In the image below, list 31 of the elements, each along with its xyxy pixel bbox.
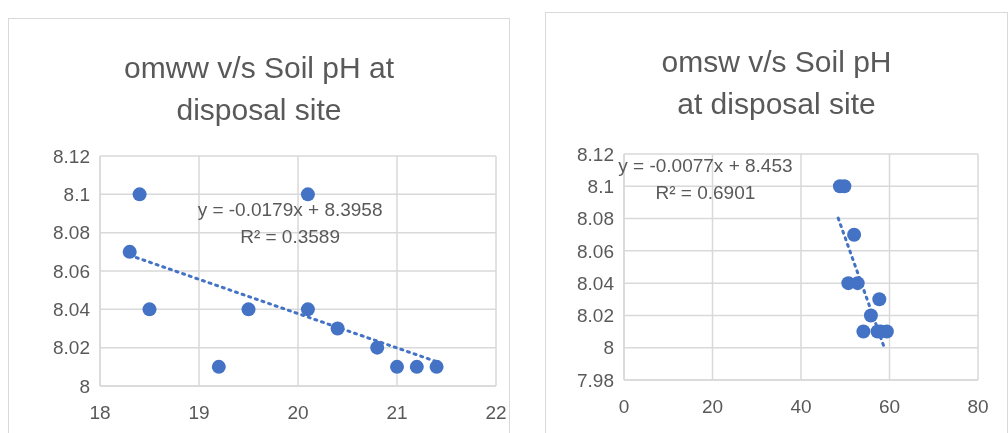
annotation: R² = 0.3589 [240, 225, 340, 247]
y-tick-label: 7.98 [577, 369, 614, 391]
y-tick-label: 8.08 [577, 208, 614, 230]
x-tick-label: 18 [89, 402, 111, 423]
y-tick-label: 8 [603, 337, 614, 359]
y-tick-label: 8.04 [53, 298, 91, 320]
y-tick-label: 8.06 [53, 260, 90, 282]
annotation: y = -0.0179x + 8.3958 [197, 198, 383, 220]
y-tick-label: 8.12 [577, 143, 614, 165]
chart-title: omww v/s Soil pH at disposal site [123, 51, 395, 126]
x-tick-label: 20 [701, 396, 724, 417]
x-tick-label: 60 [878, 396, 901, 417]
y-tick-label: 8.04 [577, 272, 615, 294]
x-tick-label: 22 [485, 402, 507, 423]
y-tick-label: 8.1 [587, 175, 614, 197]
y-tick-label: 8.08 [53, 222, 90, 244]
y-tick-label: 8.02 [53, 337, 90, 359]
x-tick-label: 20 [287, 402, 309, 423]
y-tick-label: 8.1 [63, 183, 90, 205]
chart-title: omsw v/s Soil pH at disposal site [661, 45, 892, 120]
x-tick-label: 21 [386, 402, 408, 423]
annotation: y = -0.0077x + 8.453 [618, 155, 793, 177]
x-tick-label: 19 [188, 402, 210, 423]
y-tick-label: 8 [79, 375, 90, 397]
x-tick-label: 80 [967, 396, 989, 417]
x-tick-label: 0 [618, 396, 630, 417]
y-tick-label: 8.02 [577, 305, 614, 327]
y-tick-label: 8.12 [53, 145, 90, 167]
x-tick-label: 40 [790, 396, 812, 417]
annotation: R² = 0.6901 [655, 182, 756, 204]
y-tick-label: 8.06 [577, 240, 614, 262]
